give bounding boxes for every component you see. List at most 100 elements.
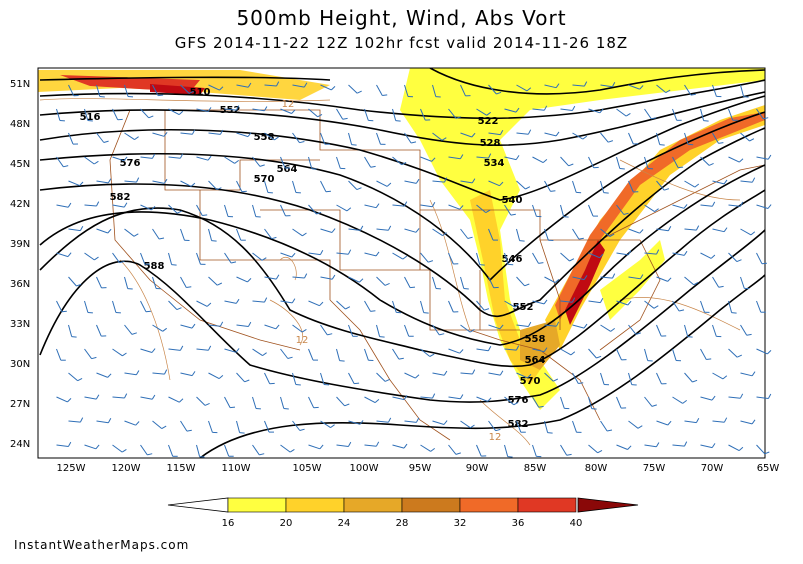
wind-barb: [516, 84, 528, 92]
wind-barb: [140, 444, 148, 456]
wind-barb: [292, 276, 305, 279]
wind-barb-flag: [471, 178, 476, 184]
wind-barb-flag: [331, 274, 336, 280]
wind-barb-flag: [442, 232, 447, 237]
wind-barb: [96, 276, 102, 289]
wind-barb: [112, 444, 123, 453]
wind-barb-flag: [107, 178, 112, 184]
wind-barb-flag: [423, 312, 429, 314]
wind-barb: [320, 372, 325, 385]
wind-barb: [532, 108, 545, 111]
lon-label: 110W: [221, 463, 251, 474]
wind-barb: [560, 252, 570, 262]
wind-barb-flag: [264, 297, 268, 303]
wind-barb: [196, 444, 201, 457]
wind-barb: [320, 276, 333, 280]
wind-barb-flag: [682, 399, 688, 404]
wind-barb: [196, 108, 209, 112]
wind-barb: [756, 108, 764, 120]
wind-barb: [224, 204, 229, 217]
height-label: 516: [80, 112, 101, 123]
wind-barb-flag: [218, 375, 224, 379]
wind-barb-flag: [751, 371, 756, 377]
wind-barb: [364, 396, 376, 404]
wind-barb-flag: [711, 201, 716, 207]
wind-barb-flag: [403, 443, 408, 449]
wind-barb: [404, 324, 410, 337]
wind-barb: [672, 444, 685, 447]
wind-barb: [404, 276, 411, 288]
wind-barb-flag: [344, 403, 350, 407]
wind-barb: [292, 180, 297, 193]
wind-barb: [196, 252, 201, 265]
wind-barb: [252, 204, 257, 217]
wind-barb: [628, 324, 637, 335]
wind-barb-flag: [386, 182, 392, 187]
wind-barb: [588, 348, 597, 359]
wind-barb: [196, 204, 203, 216]
wind-barb: [392, 108, 397, 121]
wind-barb-flag: [568, 163, 574, 167]
wind-barb: [460, 420, 471, 429]
wind-barb: [392, 396, 405, 401]
wind-barb-flag: [610, 327, 616, 332]
wind-barb-flag: [431, 157, 436, 162]
wind-barb: [644, 252, 657, 255]
wind-barb-flag: [751, 177, 756, 183]
wind-barb: [112, 204, 125, 208]
wind-barb: [320, 180, 327, 192]
wind-barb: [740, 420, 753, 425]
wind-barb-flag: [375, 441, 380, 447]
wind-barb: [432, 420, 445, 425]
wind-barb: [264, 132, 275, 141]
wind-barb: [628, 372, 633, 385]
wind-barb: [600, 324, 611, 332]
wind-barb-flag: [359, 420, 364, 425]
wind-barb-flag: [123, 156, 128, 162]
wind-barb: [224, 348, 237, 353]
wind-barb: [532, 300, 545, 305]
wind-barb: [560, 204, 565, 217]
wind-barb: [504, 204, 512, 216]
wind-barb-flag: [526, 87, 532, 92]
wind-barb: [56, 348, 62, 361]
wind-barb: [544, 180, 551, 192]
wind-barb: [616, 444, 628, 450]
wind-barb-flag: [94, 256, 99, 261]
wind-barb: [728, 444, 740, 452]
wind-barb-flag: [134, 136, 139, 141]
wind-barb: [728, 300, 733, 313]
lon-label: 95W: [408, 463, 432, 474]
wind-barb-flag: [743, 96, 749, 98]
wind-barb-flag: [471, 132, 476, 138]
lat-label: 36N: [10, 279, 31, 290]
wind-barb-flag: [525, 186, 531, 190]
wind-barb: [208, 132, 221, 135]
wind-barb-flag: [524, 283, 530, 287]
wind-barb-flag: [708, 162, 714, 166]
wind-barb: [84, 204, 97, 207]
lat-label: 51N: [10, 79, 31, 90]
wind-barb: [560, 108, 573, 111]
wind-barb: [756, 204, 769, 209]
wind-barb: [432, 84, 437, 97]
wind-barb-flag: [599, 297, 604, 303]
wind-barb: [224, 108, 237, 111]
wind-barb: [392, 252, 404, 260]
wind-barb-flag: [145, 310, 151, 313]
wind-barb: [404, 84, 409, 97]
wind-barb-flag: [608, 140, 614, 143]
height-label: 564: [525, 355, 546, 366]
wind-barb: [756, 348, 768, 355]
wind-barb: [448, 156, 461, 160]
wind-barb: [364, 300, 371, 312]
wind-barb: [728, 204, 741, 207]
wind-barb-flag: [510, 213, 516, 216]
wind-barb-flag: [133, 233, 139, 237]
wind-barb: [616, 108, 627, 117]
wind-barb: [420, 348, 431, 357]
wind-barb-flag: [319, 301, 324, 307]
wind-barb-flag: [459, 349, 464, 354]
wind-barb: [448, 300, 454, 313]
